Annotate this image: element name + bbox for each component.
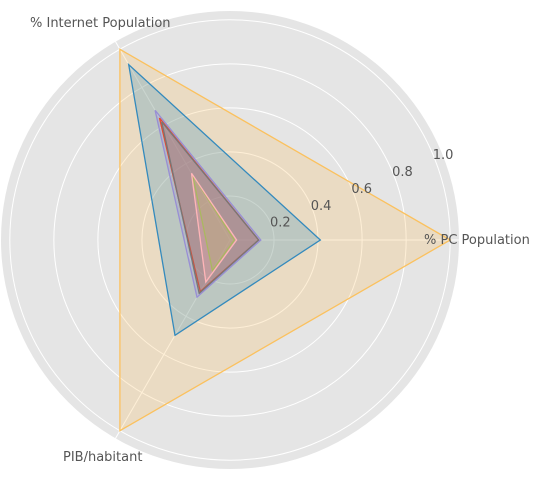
axis-label-2: % Internet Population [30, 16, 171, 31]
radial-tick-label-4: 0.8 [392, 165, 413, 180]
radial-tick-label-2: 0.4 [311, 199, 332, 214]
radial-tick-label-3: 0.6 [351, 182, 372, 197]
axis-label-1: % PC Population [424, 233, 530, 248]
radial-tick-label-5: 1.0 [433, 148, 454, 163]
axis-label-3: PIB/habitant [63, 450, 142, 465]
radial-tick-label-1: 0.2 [270, 216, 291, 231]
